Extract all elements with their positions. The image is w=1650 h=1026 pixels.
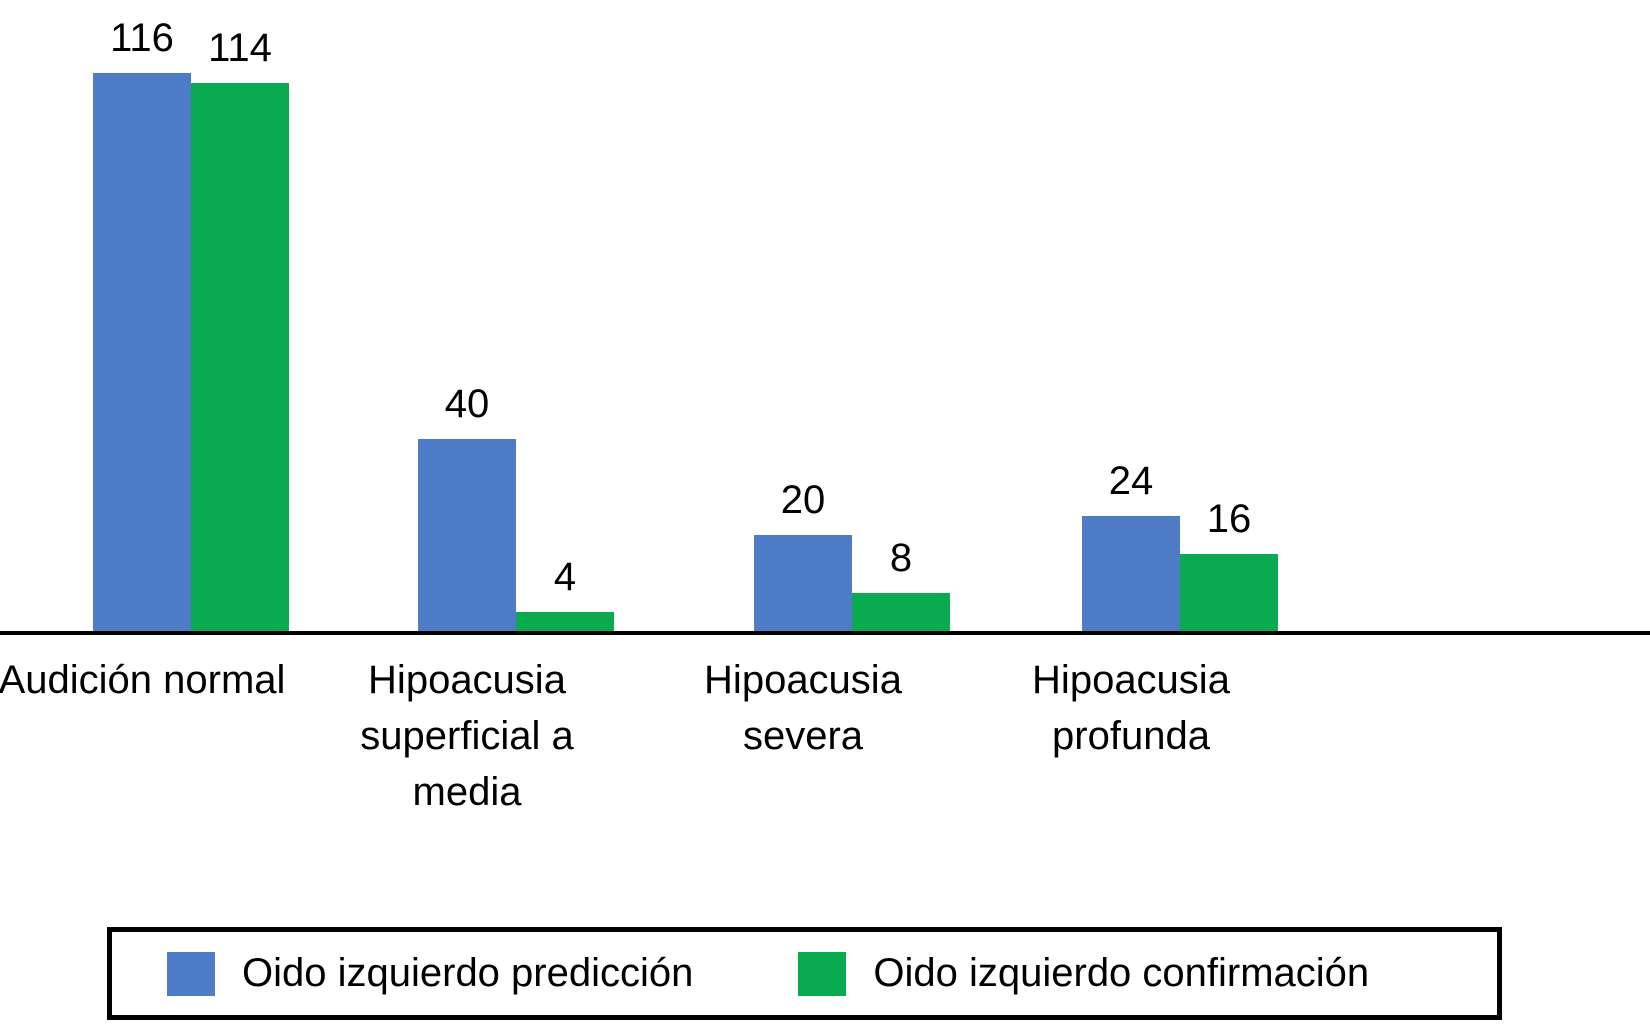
bar-value-label: 116	[110, 16, 174, 60]
bar-confirmacion	[1180, 554, 1278, 631]
bar-column: 116	[93, 15, 191, 631]
bar-column: 8	[852, 535, 950, 631]
bar-prediccion	[754, 535, 852, 631]
category-label: Hipoacusia superficial a media	[360, 658, 574, 814]
x-axis-line	[0, 631, 1650, 635]
bar-value-label: 24	[1108, 459, 1154, 503]
category-label: Hipoacusia severa	[704, 658, 902, 758]
bar-value-label: 40	[444, 382, 490, 426]
bar-value-label: 114	[208, 26, 272, 70]
bar-column: 20	[754, 477, 852, 631]
legend-label-confirmacion: Oido izquierdo confirmación	[873, 951, 1370, 995]
bar-confirmacion	[852, 593, 950, 631]
bar-value-label: 20	[780, 478, 826, 522]
legend-label-prediccion: Oido izquierdo predicción	[242, 951, 694, 995]
bar-confirmacion	[191, 83, 289, 631]
plot-area: 116 114 40 4 20 8 24 16	[0, 0, 1650, 635]
bar-column: 16	[1180, 496, 1278, 631]
bar-column: 4	[516, 554, 614, 631]
legend-swatch-prediccion	[167, 951, 215, 996]
legend-item-confirmacion: Oido izquierdo confirmación	[798, 951, 1369, 996]
bar-group: 40 4	[418, 0, 614, 631]
legend-swatch-confirmacion	[798, 951, 847, 996]
bar-column: 40	[418, 381, 516, 631]
bar-prediccion	[93, 73, 191, 631]
bar-column: 24	[1082, 458, 1180, 631]
bar-prediccion	[1082, 516, 1180, 631]
bar-prediccion	[418, 439, 516, 631]
bar-confirmacion	[516, 612, 614, 631]
bar-group: 24 16	[1082, 0, 1278, 631]
bar-value-label: 16	[1206, 497, 1252, 541]
legend-item-prediccion: Oido izquierdo predicción	[167, 951, 693, 996]
bar-column: 114	[191, 25, 289, 631]
bar-group: 20 8	[754, 0, 950, 631]
bar-value-label: 8	[889, 536, 913, 580]
bar-value-label: 4	[553, 555, 577, 599]
category-label: Audición normal	[0, 658, 286, 702]
category-label: Hipoacusia profunda	[1032, 658, 1230, 758]
bar-group: 116 114	[93, 0, 289, 631]
legend: Oido izquierdo predicción Oido izquierdo…	[107, 927, 1502, 1020]
